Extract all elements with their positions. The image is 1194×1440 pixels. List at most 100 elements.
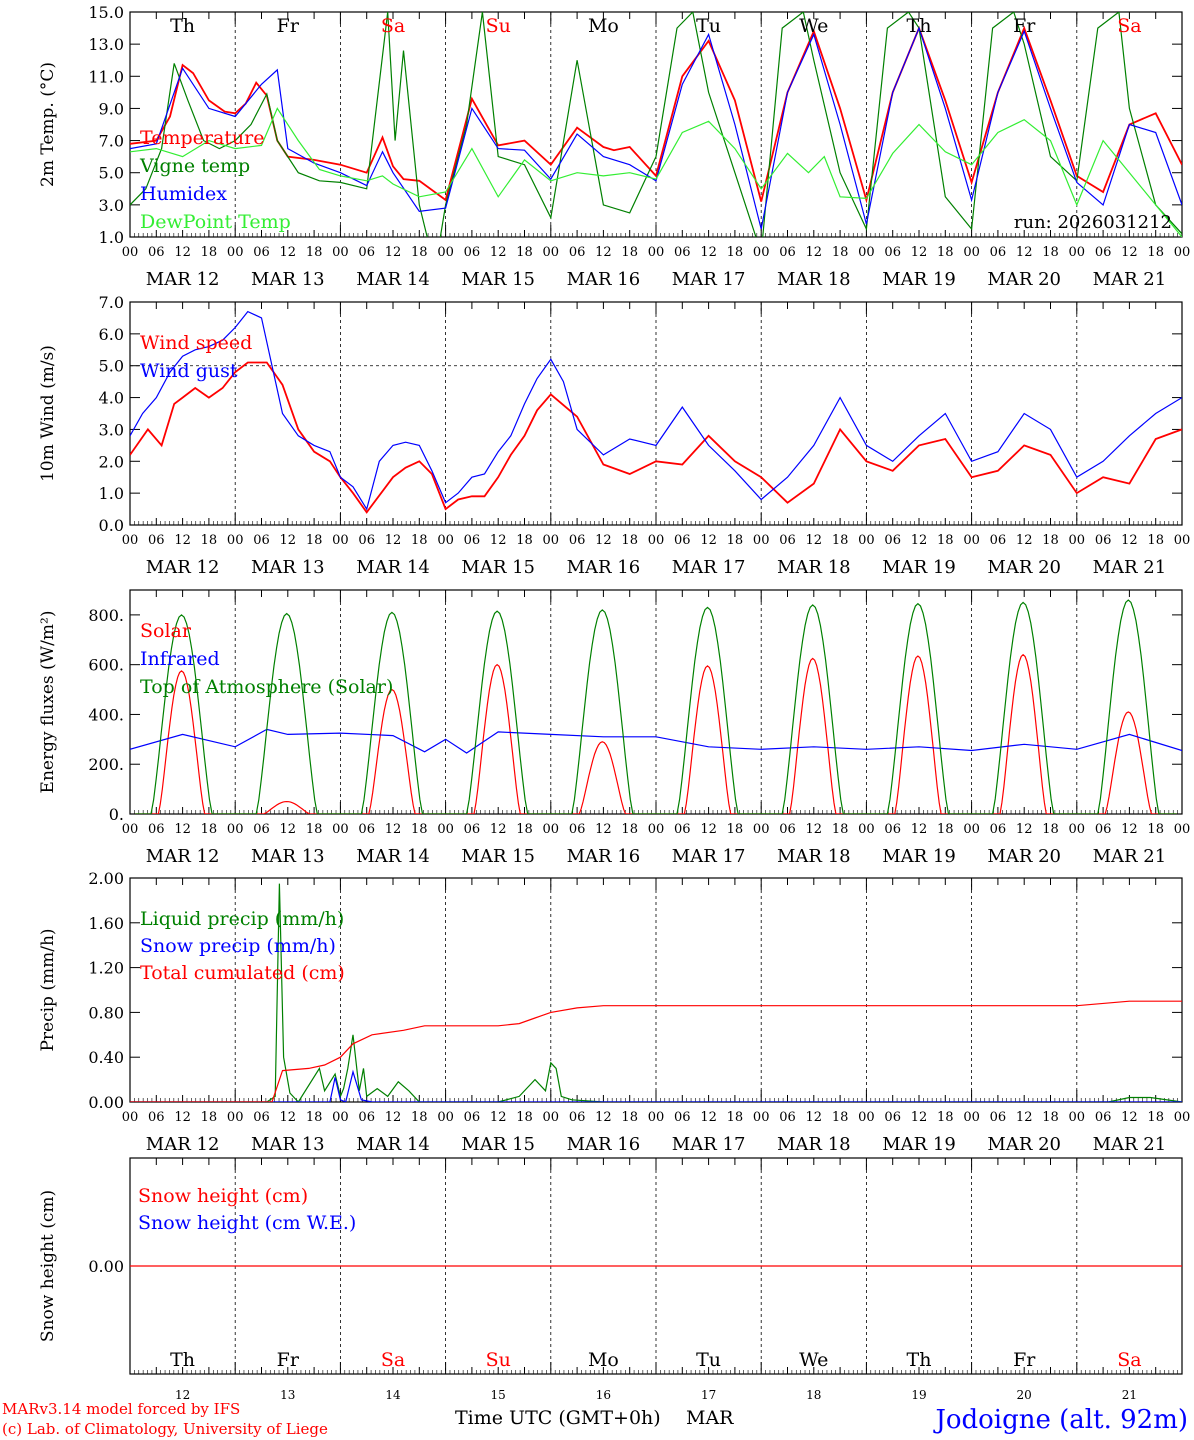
x-hour-label: 06 [569,245,586,260]
x-hour-label: 12 [595,533,612,548]
x-hour-label: 06 [1095,1110,1112,1125]
x-hour-label: 06 [253,245,270,260]
x-hour-label: 06 [779,822,796,837]
y-tick-label: 1.20 [88,959,124,978]
x-hour-label: 06 [674,533,691,548]
x-hour-label: 06 [779,245,796,260]
x-date-label: MAR 21 [1093,269,1167,290]
x-hour-label: 06 [358,533,375,548]
x-hour-label: 12 [1121,245,1138,260]
y-tick-label: 9.0 [99,99,124,118]
series-line-temperature [130,25,1182,204]
legend-entry: Vigne temp [139,155,250,177]
x-hour-label: 12 [700,245,717,260]
x-hour-label: 12 [280,533,297,548]
x-hour-label: 12 [595,245,612,260]
x-date-label: MAR 19 [882,1134,956,1155]
x-hour-label: 00 [963,822,980,837]
y-axis-label: 2m Temp. (°C) [38,62,58,187]
model-credit: MARv3.14 model forced by IFS [2,1400,240,1418]
x-hour-label: 12 [490,822,507,837]
x-date-label: MAR 14 [356,846,430,867]
x-hour-label: 18 [306,822,323,837]
x-hour-label: 18 [306,533,323,548]
legend-entry: Snow precip (mm/h) [140,935,336,957]
legend-entry: DewPoint Temp [140,211,291,233]
day-name-bottom: Tu [696,1349,721,1371]
x-hour-label: 00 [648,245,665,260]
x-hour-label: 00 [1174,533,1191,548]
day-name-top: Th [907,15,932,37]
day-name-bottom: Sa [381,1349,405,1371]
x-hour-label: 18 [411,822,428,837]
x-hour-label: 00 [1174,822,1191,837]
y-tick-label: 0.40 [88,1048,124,1067]
y-tick-label: 1.60 [88,914,124,933]
panel-frame-energy [129,589,1183,815]
x-hour-label: 00 [437,1110,454,1125]
y-tick-label: 0. [109,805,124,824]
x-hour-label: 12 [911,245,928,260]
x-hour-label: 12 [1121,822,1138,837]
x-hour-label: 00 [1069,822,1086,837]
x-hour-label: 06 [779,533,796,548]
y-tick-label: 11.0 [88,67,124,86]
x-date-label: MAR 13 [251,557,325,578]
x-hour-label: 06 [358,822,375,837]
y-tick-label: 0.80 [88,1003,124,1022]
x-hour-label: 18 [201,822,218,837]
x-hour-label: 00 [753,1110,770,1125]
x-hour-label: 18 [1147,245,1164,260]
x-hour-label: 18 [1042,245,1059,260]
x-date-label: MAR 14 [356,269,430,290]
x-hour-label: 18 [411,245,428,260]
legend-entry: Humidex [140,183,227,205]
day-name-bottom: Su [486,1349,511,1371]
x-date-label: MAR 18 [777,269,851,290]
x-hour-label: 12 [490,533,507,548]
x-hour-label: 06 [253,533,270,548]
x-hour-label: 12 [595,822,612,837]
y-tick-label: 400. [88,705,124,724]
day-name-top: Th [170,15,195,37]
x-hour-label: 00 [122,533,139,548]
x-hour-label: 18 [621,822,638,837]
day-name-top: Sa [1117,15,1141,37]
day-name-bottom: Fr [277,1349,300,1371]
x-date-label: MAR 20 [987,1134,1061,1155]
x-hour-label: 00 [543,533,560,548]
x-hour-label: 00 [332,1110,349,1125]
x-hour-label: 00 [332,533,349,548]
x-hour-label: 18 [727,1110,744,1125]
x-hour-label: 06 [358,245,375,260]
x-hour-label: 06 [148,822,165,837]
x-hour-label: 00 [858,1110,875,1125]
x-date-label: MAR 21 [1093,557,1167,578]
legend-entry: Infrared [140,648,220,670]
x-hour-label: 06 [884,822,901,837]
x-hour-label: 12 [280,1110,297,1125]
legend-entry: Top of Atmosphere (Solar) [140,676,393,698]
x-hour-label: 06 [464,822,481,837]
legend-entry: Snow height (cm) [138,1185,308,1207]
x-hour-label: 00 [963,245,980,260]
x-hour-label: 00 [437,533,454,548]
x-date-label: MAR 15 [461,1134,535,1155]
y-axis-label: 10m Wind (m/s) [38,345,58,482]
x-hour-label: 12 [1016,822,1033,837]
x-hour-label: 18 [201,533,218,548]
x-hour-label: 00 [648,533,665,548]
x-hour-label: 00 [858,245,875,260]
x-hour-label: 00 [963,533,980,548]
day-name-top: Fr [1013,15,1036,37]
legend-entry: Snow height (cm W.E.) [138,1212,356,1234]
legend-entry: Wind speed [140,332,252,354]
day-name-top: Su [486,15,511,37]
x-hour-label: 00 [227,245,244,260]
x-hour-label: 06 [884,533,901,548]
y-axis-label: Energy fluxes (W/m²) [38,611,58,794]
x-hour-label: 12 [911,1110,928,1125]
series-line-infrared [130,728,1182,754]
x-hour-label: 00 [437,822,454,837]
day-name-bottom: Fr [1013,1349,1036,1371]
